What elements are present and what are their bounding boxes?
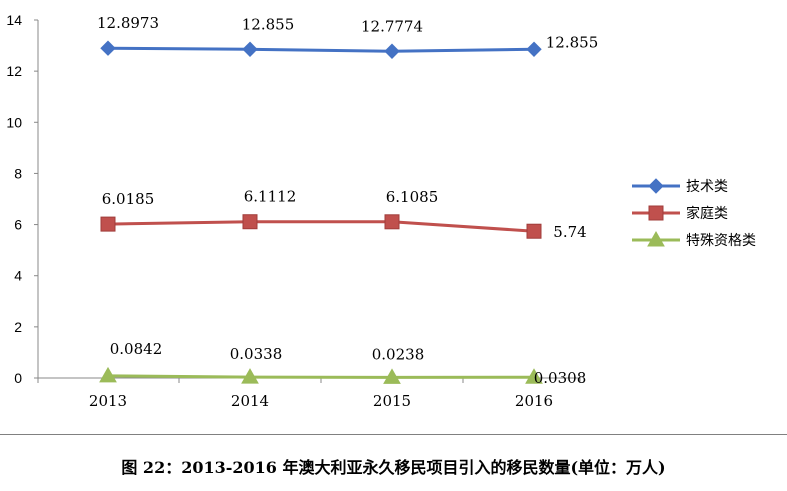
y-tick-label: 6 — [14, 217, 22, 233]
legend-label: 家庭类 — [686, 205, 728, 222]
data-label: 6.1112 — [244, 188, 297, 206]
legend-marker — [648, 205, 664, 221]
series-line — [107, 374, 535, 379]
series-2: 6.0185 6.1112 6.1085 5.74 — [100, 188, 587, 241]
data-label: 0.0238 — [372, 345, 425, 363]
data-point-marker — [241, 368, 259, 384]
data-point-marker — [99, 366, 117, 383]
data-point-marker — [100, 216, 116, 232]
legend-label: 特殊资格类 — [686, 233, 756, 249]
data-label: 6.0185 — [102, 190, 155, 208]
legend-item: 特殊资格类 — [632, 230, 756, 249]
legend-label: 技术类 — [686, 179, 728, 195]
data-point-marker — [383, 368, 401, 384]
data-label: 12.8973 — [97, 14, 159, 32]
y-tick-label: 0 — [14, 370, 22, 386]
data-point-marker — [384, 214, 400, 230]
data-point-marker — [242, 41, 258, 57]
legend-marker — [647, 230, 665, 247]
x-axis-ticks: 2013 2014 2015 2016 — [37, 378, 581, 410]
series-line — [107, 46, 535, 53]
series-3: 0.0842 0.0338 0.0238 0.0308 — [99, 340, 587, 387]
caption-divider — [0, 434, 787, 435]
data-point-marker — [384, 43, 400, 59]
data-point-marker — [526, 41, 542, 57]
data-label: 5.74 — [553, 223, 586, 241]
data-point-marker — [525, 368, 543, 384]
figure-caption: 图 22：2013-2016 年澳大利亚永久移民项目引入的移民数量(单位：万人) — [121, 458, 666, 477]
y-tick-label: 14 — [6, 12, 22, 28]
legend-marker — [648, 178, 664, 194]
y-tick-label: 4 — [14, 268, 22, 284]
data-label: 0.0842 — [110, 340, 163, 358]
x-tick-label: 2015 — [373, 392, 411, 410]
legend-item: 家庭类 — [632, 205, 728, 222]
data-label: 12.855 — [546, 33, 599, 51]
data-label: 12.7774 — [361, 17, 423, 35]
y-axis-ticks: 0 2 4 6 8 10 12 14 — [6, 12, 38, 386]
data-point-marker — [526, 223, 542, 239]
data-label: 0.0338 — [230, 345, 283, 363]
x-tick-label: 2013 — [89, 392, 127, 410]
legend-item: 技术类 — [632, 178, 728, 195]
y-tick-label: 12 — [6, 63, 22, 79]
series-1: 12.8973 12.855 12.7774 12.855 — [97, 14, 599, 59]
x-tick-label: 2014 — [231, 392, 269, 410]
data-label: 6.1085 — [386, 188, 439, 206]
series-line — [107, 220, 535, 233]
y-tick-label: 10 — [6, 114, 22, 130]
y-tick-label: 8 — [14, 165, 22, 181]
data-label: 0.0308 — [534, 369, 587, 387]
y-tick-label: 2 — [14, 319, 22, 335]
x-tick-label: 2016 — [515, 392, 553, 410]
data-point-marker — [242, 214, 258, 230]
data-label: 12.855 — [242, 15, 295, 33]
data-point-marker — [100, 40, 116, 56]
